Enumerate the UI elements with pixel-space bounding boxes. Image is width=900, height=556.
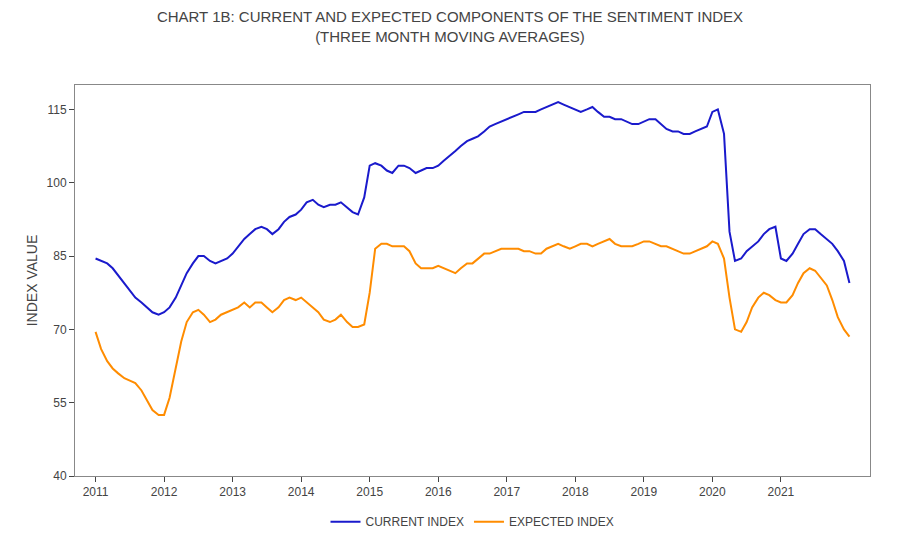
- svg-text:2013: 2013: [219, 485, 246, 499]
- svg-text:2021: 2021: [768, 485, 795, 499]
- svg-text:2019: 2019: [630, 485, 657, 499]
- svg-text:2018: 2018: [562, 485, 589, 499]
- svg-text:70: 70: [53, 323, 67, 337]
- svg-text:2015: 2015: [356, 485, 383, 499]
- svg-text:2012: 2012: [151, 485, 178, 499]
- svg-text:115: 115: [47, 103, 66, 117]
- svg-text:CHART 1B: CURRENT AND EXPECTED: CHART 1B: CURRENT AND EXPECTED COMPONENT…: [157, 8, 743, 45]
- svg-text:EXPECTED INDEX: EXPECTED INDEX: [509, 515, 614, 529]
- svg-text:100: 100: [47, 176, 67, 190]
- svg-text:CURRENT INDEX: CURRENT INDEX: [366, 515, 464, 529]
- svg-text:2011: 2011: [83, 485, 109, 499]
- svg-text:55: 55: [53, 396, 67, 410]
- svg-text:40: 40: [53, 469, 67, 483]
- svg-text:2014: 2014: [288, 485, 315, 499]
- svg-text:85: 85: [53, 249, 67, 263]
- svg-text:2017: 2017: [493, 485, 520, 499]
- svg-text:2016: 2016: [425, 485, 452, 499]
- svg-text:INDEX VALUE: INDEX VALUE: [24, 235, 40, 327]
- svg-text:2020: 2020: [699, 485, 726, 499]
